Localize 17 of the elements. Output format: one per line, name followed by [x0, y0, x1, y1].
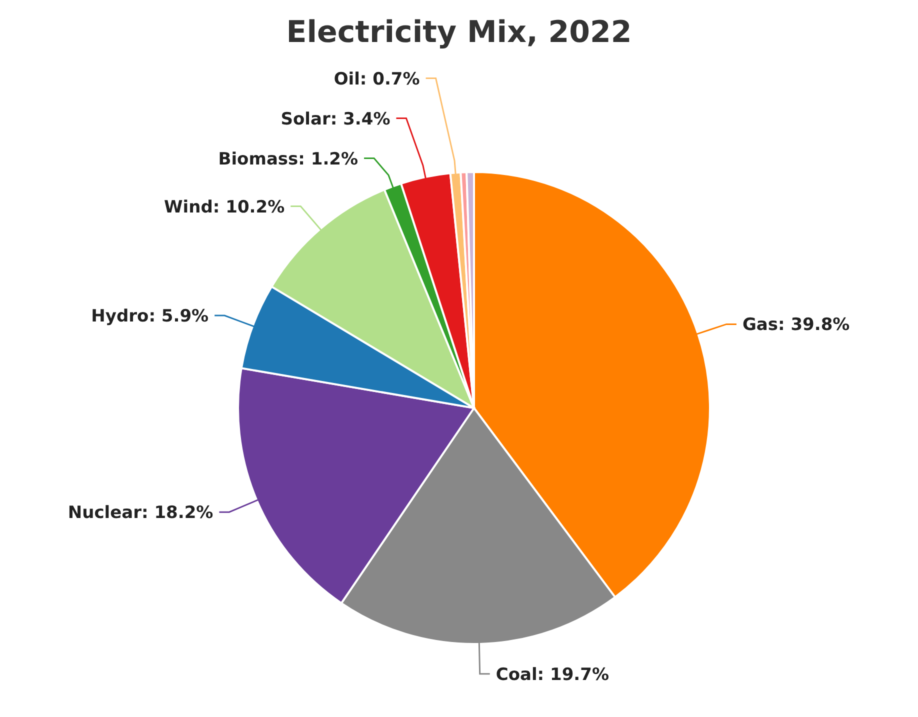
data-label: : 3.4%	[330, 109, 390, 130]
slice-label: Oil	[334, 69, 360, 90]
slice-label: Solar	[280, 109, 331, 130]
slice-label: Biomass	[218, 149, 298, 170]
data-label: : 1.2%	[298, 149, 358, 170]
data-label: : 5.9%	[148, 306, 209, 327]
data-label: : 18.2%	[142, 503, 214, 524]
data-label: : 39.8%	[778, 315, 850, 336]
data-label: : 10.2%	[212, 197, 285, 218]
data-label: : 0.7%	[360, 69, 420, 90]
slice-label: Coal	[496, 664, 538, 685]
slice-label: Nuclear	[68, 503, 142, 524]
data-label: : 19.7%	[537, 664, 610, 685]
chart-title: Electricity Mix, 2022	[286, 15, 632, 50]
slice-label: Wind	[164, 197, 213, 218]
slice-label: Hydro	[91, 306, 149, 327]
slice-label: Gas	[742, 315, 778, 336]
